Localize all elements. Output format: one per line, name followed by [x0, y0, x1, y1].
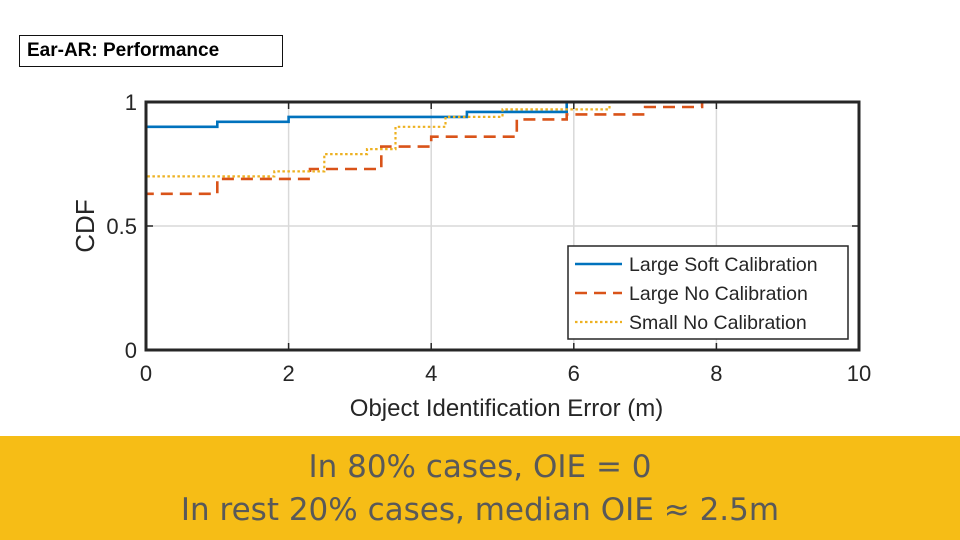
y-axis-label: CDF — [70, 199, 100, 252]
x-tick-label: 8 — [710, 361, 722, 386]
caption-line-2: In rest 20% cases, median OIE ≈ 2.5m — [180, 492, 780, 528]
caption-line-1: In 80% cases, OIE = 0 — [308, 449, 652, 485]
series-layer — [144, 100, 781, 350]
legend-label-2: Large No Calibration — [629, 283, 808, 305]
legend-label-1: Large Soft Calibration — [629, 254, 818, 276]
x-tick-label: 2 — [282, 361, 294, 386]
y-tick-label: 1 — [125, 90, 137, 115]
x-tick-label: 10 — [847, 361, 871, 386]
y-tick-label: 0 — [125, 338, 137, 363]
y-tick-label: 0.5 — [106, 214, 137, 239]
legend-label-3: Small No Calibration — [629, 312, 807, 334]
x-tick-label: 0 — [140, 361, 152, 386]
x-tick-label: 4 — [425, 361, 437, 386]
x-axis-label: Object Identification Error (m) — [350, 395, 663, 422]
caption-banner: In 80% cases, OIE = 0 In rest 20% cases,… — [0, 436, 960, 540]
tick-layer: 0 2 4 6 8 10 0 0.5 1 — [106, 90, 871, 386]
slide-title: Ear-AR: Performance — [19, 35, 283, 67]
legend: Large Soft Calibration Large No Calibrati… — [567, 245, 849, 340]
cdf-chart: 0 2 4 6 8 10 0 0.5 1 CDF Object Identification E… — [70, 90, 871, 422]
x-tick-label: 6 — [568, 361, 580, 386]
series-line-2 — [144, 100, 781, 350]
series-line-3 — [144, 100, 631, 350]
axes-layer — [144, 100, 861, 352]
